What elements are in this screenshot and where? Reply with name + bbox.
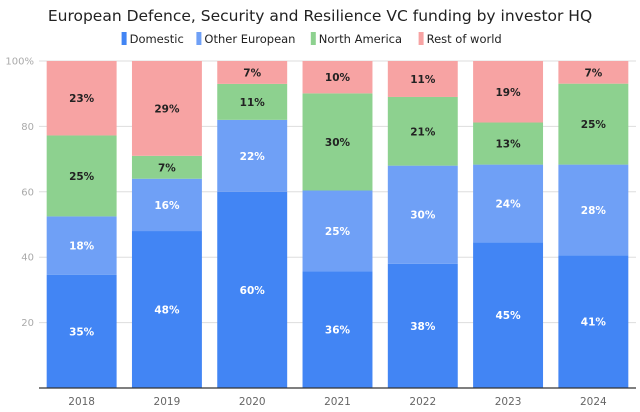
legend-swatch (418, 32, 424, 45)
data-label: 25% (69, 171, 95, 183)
bar-segment (302, 61, 373, 94)
data-label: 30% (325, 137, 351, 149)
y-tick-label: 40 (21, 253, 34, 264)
bar-segment (217, 191, 288, 388)
chart-title: European Defence, Security and Resilienc… (48, 7, 592, 25)
bar-segment (387, 165, 458, 264)
bar-segment (473, 122, 544, 165)
data-label: 36% (325, 325, 351, 337)
bar-segment (473, 164, 544, 243)
bar-segment (46, 274, 117, 388)
data-label: 45% (496, 310, 522, 322)
data-label: 16% (154, 200, 180, 212)
data-label: 18% (69, 241, 95, 253)
data-label: 35% (69, 326, 95, 338)
data-label: 60% (240, 285, 266, 297)
x-tick-label: 2020 (239, 396, 266, 408)
bar-segment (46, 61, 117, 136)
x-tick-label: 2022 (409, 396, 436, 408)
bar-segment (558, 255, 629, 388)
legend-label: North America (319, 32, 402, 46)
legend: Domestic Other European North America Rest … (121, 32, 502, 46)
bar-segment (131, 178, 202, 232)
x-tick-label: 2024 (580, 396, 607, 408)
data-label: 7% (584, 67, 602, 79)
bar-segment (217, 119, 288, 192)
data-label: 11% (240, 97, 266, 109)
data-label: 11% (410, 74, 436, 86)
bar-segment (131, 155, 202, 179)
bar-segment (558, 83, 629, 165)
data-label: 7% (158, 162, 176, 174)
bar-segment (302, 190, 373, 272)
data-label: 10% (325, 72, 351, 84)
data-label: 29% (154, 103, 180, 115)
bar-segment (558, 164, 629, 256)
bar-segment (473, 242, 544, 388)
data-label: 13% (496, 139, 522, 151)
bar-segment (387, 263, 458, 388)
data-label: 22% (240, 151, 266, 163)
bar-segment (302, 93, 373, 191)
data-label: 41% (581, 317, 607, 329)
legend-label: Other European (204, 32, 295, 46)
data-label: 19% (496, 87, 522, 99)
legend-swatch (310, 32, 316, 45)
y-tick-label: 60 (21, 187, 34, 198)
data-label: 30% (410, 210, 436, 222)
x-tick-label: 2023 (495, 396, 522, 408)
legend-swatch (196, 32, 202, 45)
data-label: 24% (496, 198, 522, 210)
bar-segment (558, 61, 629, 84)
x-tick-label: 2018 (68, 396, 95, 408)
y-tick-label: 80 (21, 122, 34, 133)
data-label: 25% (581, 119, 607, 131)
bar-segment (387, 96, 458, 166)
bar-segment (217, 83, 288, 120)
bar-segment (46, 216, 117, 275)
data-label: 7% (243, 67, 261, 79)
y-tick-label: 100% (5, 57, 34, 68)
data-label: 21% (410, 126, 436, 138)
x-axis: 2018 2019 2020 2021 2022 2023 2024 (39, 387, 636, 408)
legend-label: Domestic (130, 32, 184, 46)
bar-segment (46, 135, 117, 217)
bar-segment (217, 61, 288, 84)
bars: 35% 18% 25% 23% 48% 16% 7% 29% 60% 22% 11% 7% 36% 25%… (46, 61, 629, 388)
data-label: 25% (325, 226, 351, 238)
data-label: 28% (581, 205, 607, 217)
x-tick-label: 2019 (154, 396, 181, 408)
y-tick-label: 20 (21, 318, 34, 329)
bar-segment (473, 61, 544, 123)
bar-segment (387, 61, 458, 97)
bar-segment (302, 271, 373, 388)
legend-label: Rest of world (427, 32, 502, 46)
data-label: 48% (154, 305, 180, 317)
bar-segment (131, 61, 202, 156)
bar-segment (131, 231, 202, 388)
x-tick-label: 2021 (324, 396, 351, 408)
data-label: 38% (410, 321, 436, 333)
legend-swatch (121, 32, 127, 45)
data-label: 23% (69, 93, 95, 105)
